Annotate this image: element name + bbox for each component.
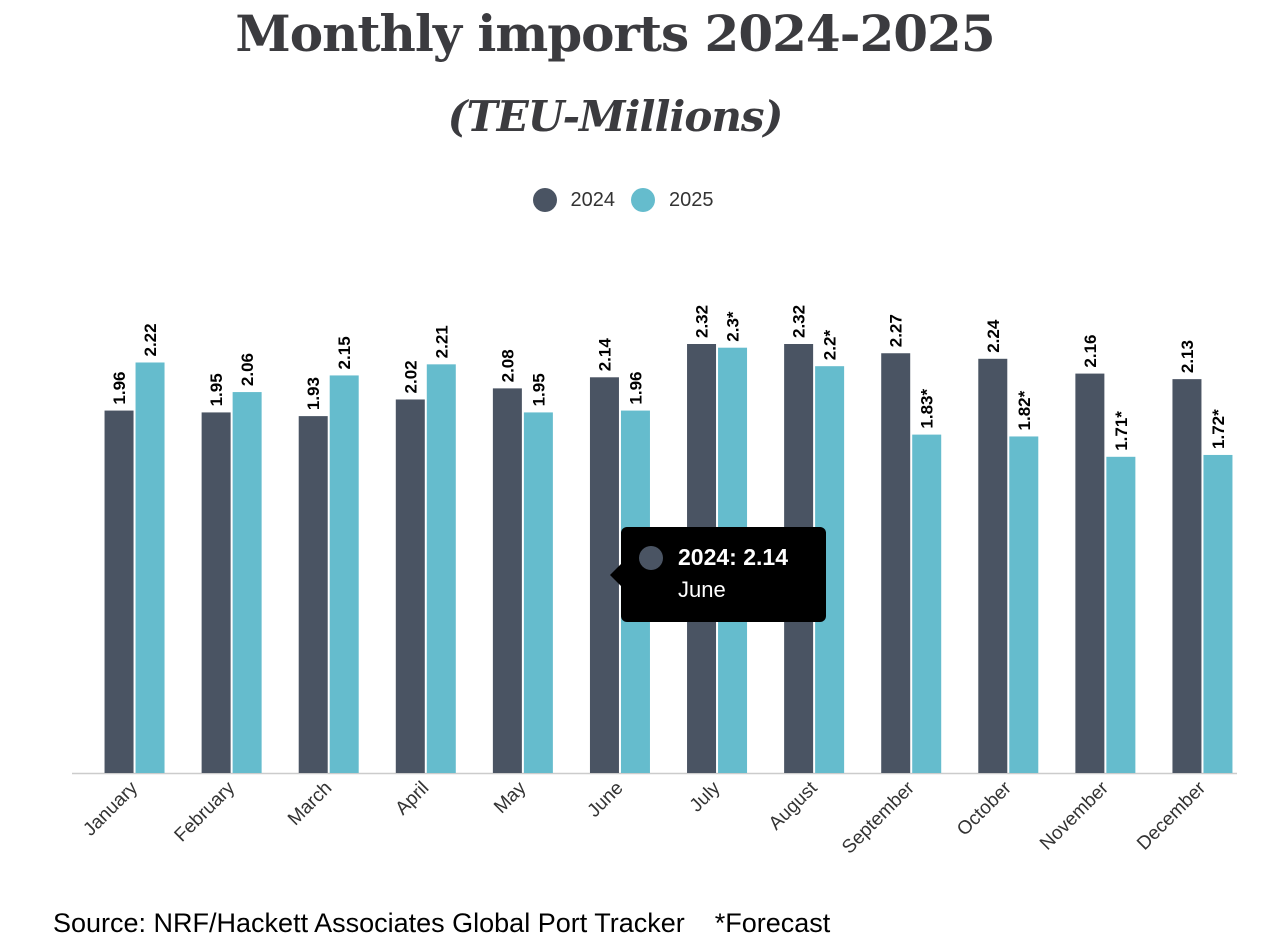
x-tick-label-march: March: [284, 778, 336, 830]
tooltip: 2024: 2.14 June: [610, 527, 826, 622]
data-label-2025-march: 2.15: [335, 336, 354, 369]
x-tick-label-august: August: [765, 777, 822, 834]
data-label-2024-may: 2.08: [498, 349, 517, 382]
legend-swatch-2025: [631, 188, 655, 212]
data-label-2024-december: 2.13: [1178, 340, 1197, 373]
data-label-2025-august: 2.2*: [821, 330, 840, 361]
bar-2024-january[interactable]: [104, 410, 134, 773]
forecast-note: *Forecast: [714, 908, 831, 938]
bar-2025-september[interactable]: [912, 434, 942, 773]
bar-2024-october[interactable]: [978, 358, 1008, 773]
bar-2024-december[interactable]: [1172, 379, 1202, 773]
data-label-2025-december: 1.72*: [1209, 409, 1228, 449]
data-label-2024-april: 2.02: [401, 360, 420, 393]
bar-2025-october[interactable]: [1009, 436, 1039, 773]
data-label-2024-august: 2.32: [790, 305, 809, 338]
bar-2024-february[interactable]: [201, 412, 231, 773]
x-tick-label-october: October: [953, 777, 1016, 840]
legend-item-2024[interactable]: 2024: [532, 188, 616, 212]
data-label-2025-may: 1.95: [529, 373, 548, 406]
chart-title: Monthly imports 2024-2025: [235, 4, 995, 63]
data-label-2024-september: 2.27: [887, 314, 906, 347]
chart-legend: 2024 2025: [0, 188, 1246, 212]
data-label-2025-june: 1.96: [626, 371, 645, 404]
bar-2024-april[interactable]: [395, 399, 425, 773]
data-label-2024-february: 1.95: [207, 373, 226, 406]
legend-swatch-2024: [532, 188, 557, 212]
bar-2024-september[interactable]: [881, 353, 911, 773]
bar-2024-may[interactable]: [492, 388, 522, 773]
x-tick-label-may: May: [490, 777, 531, 818]
x-tick-label-november: November: [1036, 777, 1113, 854]
legend-label-2025: 2025: [669, 188, 714, 211]
tooltip-arrow: [610, 563, 622, 587]
source-text: Source: NRF/Hackett Associates Global Po…: [53, 908, 685, 938]
x-tick-label-june: June: [584, 778, 628, 822]
data-label-2024-january: 1.96: [110, 371, 129, 404]
data-label-2024-november: 2.16: [1081, 334, 1100, 367]
x-tick-label-july: July: [686, 777, 725, 816]
source-note: Source: NRF/Hackett Associates Global Po…: [53, 908, 830, 939]
data-label-2024-july: 2.32: [693, 305, 712, 338]
bar-2025-march[interactable]: [329, 375, 359, 773]
tooltip-value: 2024: 2.14: [678, 544, 788, 570]
bar-2025-january[interactable]: [135, 362, 165, 773]
tooltip-series-dot: [639, 546, 663, 570]
data-label-2025-october: 1.82*: [1015, 390, 1034, 430]
data-label-2024-october: 2.24: [984, 319, 1003, 353]
data-label-2025-february: 2.06: [238, 353, 257, 386]
x-tick-label-september: September: [838, 777, 919, 858]
bar-2025-february[interactable]: [232, 392, 262, 773]
bar-2025-april[interactable]: [426, 364, 456, 773]
bar-2025-may[interactable]: [523, 412, 553, 773]
legend-label-2024: 2024: [570, 188, 616, 211]
data-label-2025-september: 1.83*: [918, 389, 937, 429]
chart-subtitle: (TEU-Millions): [447, 92, 784, 141]
data-label-2025-january: 2.22: [141, 323, 160, 356]
bar-2025-december[interactable]: [1203, 454, 1233, 773]
legend-item-2025[interactable]: 2025: [631, 188, 714, 212]
x-tick-label-january: January: [79, 777, 142, 840]
data-label-2024-june: 2.14: [595, 338, 614, 372]
x-tick-label-april: April: [392, 778, 434, 820]
tooltip-category: June: [678, 577, 726, 602]
data-label-2025-july: 2.3*: [724, 311, 743, 342]
x-tick-label-december: December: [1133, 777, 1210, 854]
data-label-2025-november: 1.71*: [1112, 411, 1131, 451]
bar-2024-november[interactable]: [1075, 373, 1105, 773]
bar-2025-november[interactable]: [1106, 456, 1136, 773]
data-label-2025-april: 2.21: [432, 325, 451, 358]
bar-2024-march[interactable]: [298, 416, 328, 773]
data-label-2024-march: 1.93: [304, 377, 323, 410]
x-tick-label-february: February: [171, 777, 240, 846]
